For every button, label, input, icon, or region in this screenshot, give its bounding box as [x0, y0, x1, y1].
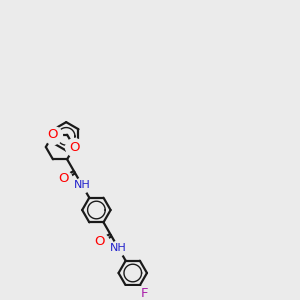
- Text: O: O: [69, 140, 80, 154]
- Text: O: O: [48, 128, 58, 141]
- Text: F: F: [141, 287, 148, 300]
- Text: NH: NH: [110, 243, 127, 253]
- Text: NH: NH: [74, 180, 90, 190]
- Text: O: O: [94, 235, 105, 248]
- Text: O: O: [58, 172, 68, 185]
